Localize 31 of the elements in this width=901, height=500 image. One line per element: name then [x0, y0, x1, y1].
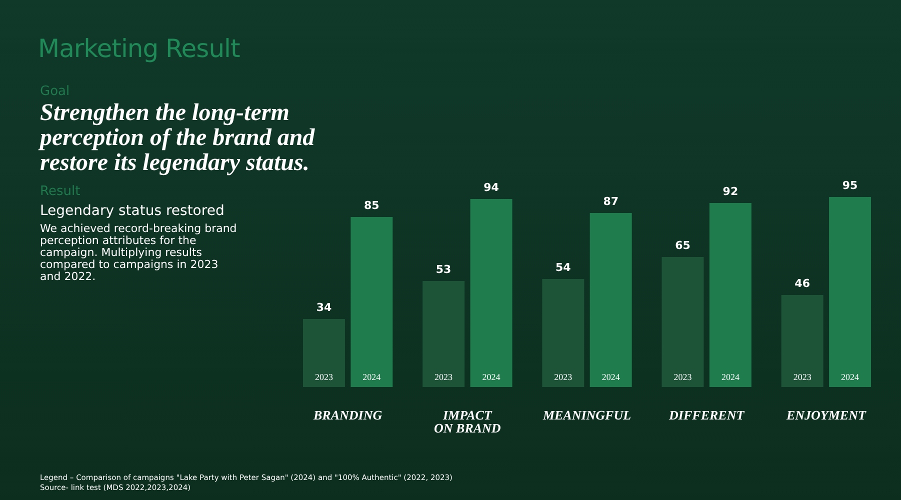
text: 2024 [721, 372, 740, 382]
data-label: 87 [603, 195, 619, 208]
text: 2023 [554, 372, 572, 382]
data-label: 54 [555, 261, 572, 274]
text: 2024 [602, 372, 620, 382]
text: 2024 [841, 372, 860, 382]
x-tick-label: DIFFERENT [668, 408, 746, 422]
text: We achieved record-breaking brand perception attributes for the campaign. Multiplying results compared to campaigns in 2023 and 2022. [40, 222, 238, 283]
data-label: 94 [484, 181, 500, 194]
text: 2023 [434, 372, 453, 382]
text: 2023 [674, 372, 692, 382]
data-label: 92 [722, 185, 738, 198]
text: Goal [40, 84, 71, 99]
text: 2024 [482, 372, 500, 382]
data-label: 85 [364, 199, 380, 212]
data-label: 95 [842, 179, 858, 192]
data-label: 46 [794, 277, 810, 290]
x-tick-label: ENJOYMENT [785, 408, 867, 422]
x-tick-label: BRANDING [312, 408, 383, 422]
data-label: 53 [436, 263, 452, 276]
chart-title: Marketing Result [38, 34, 240, 63]
text: Result [40, 184, 82, 199]
text: Legendary status restored [40, 203, 226, 219]
text: Strengthen the long-term perception of the brand and restore its legendary status. [40, 100, 316, 176]
x-tick-label: IMPACT ON BRAND [434, 408, 502, 436]
series-label: 2024 [362, 372, 382, 382]
text: 2023 [793, 372, 812, 382]
data-label: 34 [316, 301, 332, 314]
x-tick-label: MEANINGFUL [542, 408, 632, 422]
data-label: 65 [675, 239, 690, 252]
series-label: 2023 [314, 372, 334, 382]
